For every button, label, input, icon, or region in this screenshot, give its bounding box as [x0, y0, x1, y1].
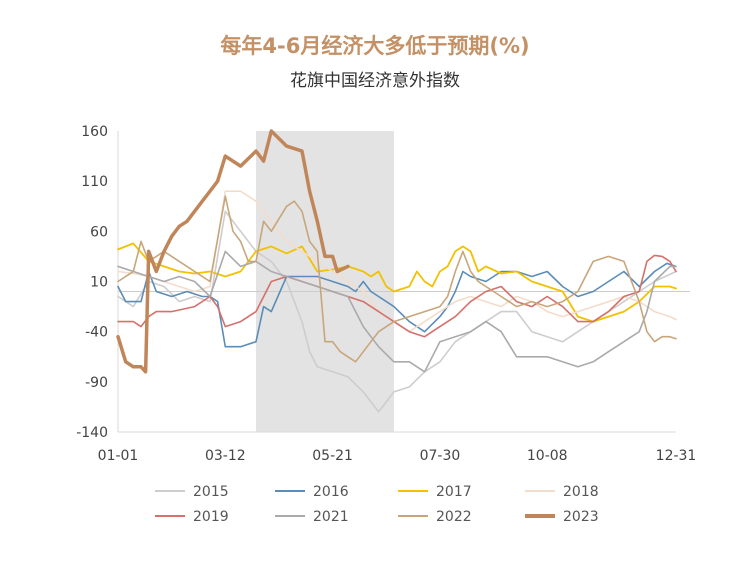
y-tick-label: -40	[85, 325, 108, 341]
y-tick-label: 110	[81, 174, 108, 190]
series-line-2021	[117, 250, 677, 373]
y-tick-label: 160	[81, 124, 108, 140]
chart-title: 每年4-6月经济大多低于预期(%)	[220, 34, 530, 58]
legend-label-2019: 2019	[193, 509, 229, 525]
x-tick-label: 12-31	[656, 448, 697, 464]
legend-label-2021: 2021	[313, 509, 349, 525]
series-line-2023	[116, 129, 350, 374]
legend-label-2016: 2016	[313, 484, 349, 500]
x-tick-label: 01-01	[98, 448, 139, 464]
y-tick-label: 10	[90, 275, 108, 291]
series-line-2016	[117, 262, 677, 348]
series-line-2017	[117, 242, 677, 323]
chart-subtitle: 花旗中国经济意外指数	[290, 71, 460, 91]
y-tick-label: 60	[90, 224, 108, 240]
legend-label-2017: 2017	[436, 484, 472, 500]
y-tick-label: -140	[76, 425, 108, 441]
x-tick-label: 07-30	[420, 448, 461, 464]
legend-label-2023: 2023	[563, 509, 599, 525]
legend-label-2015: 2015	[193, 484, 229, 500]
x-tick-label: 03-12	[205, 448, 246, 464]
series-line-2019	[117, 254, 677, 338]
legend-label-2022: 2022	[436, 509, 472, 525]
series-line-2022	[117, 195, 677, 363]
y-tick-label: -90	[85, 375, 108, 391]
shaded-period	[255, 131, 394, 432]
x-tick-label: 05-21	[312, 448, 353, 464]
x-tick-label: 10-08	[527, 448, 568, 464]
series-line-2015	[117, 210, 677, 413]
legend-label-2018: 2018	[563, 484, 599, 500]
